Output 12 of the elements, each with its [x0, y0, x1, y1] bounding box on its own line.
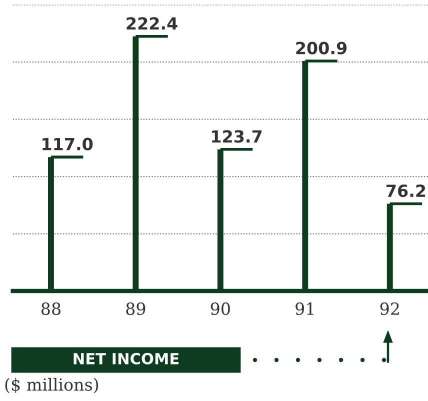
x-tick-label: 90: [210, 302, 230, 316]
data-label: 222.4: [126, 17, 178, 30]
x-tick-label: 88: [41, 302, 60, 316]
text: ($ millions): [5, 378, 98, 394]
x-tick-label: 89: [126, 302, 146, 316]
data-label: 123.7: [212, 130, 262, 143]
data-label: 200.9: [296, 42, 347, 54]
data-label: 76.2: [386, 184, 426, 198]
data-label: 117.0: [42, 138, 93, 150]
text: NET INCOME: [74, 352, 179, 364]
x-tick-label: 92: [380, 302, 399, 316]
x-tick-label: 91: [296, 302, 314, 316]
